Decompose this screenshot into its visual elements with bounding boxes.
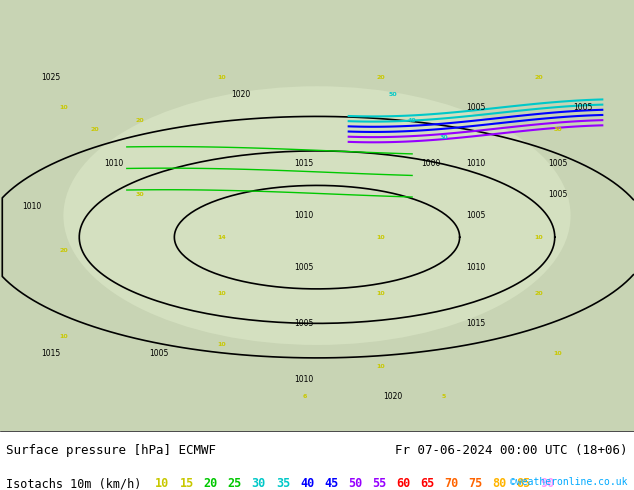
Text: 10: 10	[553, 351, 562, 356]
Text: 20: 20	[376, 75, 385, 80]
Text: 10: 10	[534, 235, 543, 240]
Text: 1005: 1005	[149, 349, 168, 358]
Text: ©weatheronline.co.uk: ©weatheronline.co.uk	[510, 477, 628, 487]
Text: 1015: 1015	[466, 319, 485, 328]
Text: 10: 10	[217, 75, 226, 80]
Text: Fr 07-06-2024 00:00 UTC (18+06): Fr 07-06-2024 00:00 UTC (18+06)	[395, 444, 628, 457]
Text: 20: 20	[534, 291, 543, 296]
Text: 1015: 1015	[41, 349, 60, 358]
Text: Surface pressure [hPa] ECMWF: Surface pressure [hPa] ECMWF	[6, 444, 216, 457]
Text: 1005: 1005	[574, 103, 593, 112]
Text: 60: 60	[396, 477, 410, 490]
Text: 1010: 1010	[295, 211, 314, 220]
Text: 20: 20	[204, 477, 217, 490]
Text: 30: 30	[553, 127, 562, 132]
Text: 1020: 1020	[231, 90, 250, 99]
Text: 30: 30	[252, 477, 266, 490]
Text: 1005: 1005	[466, 211, 485, 220]
Text: 10: 10	[217, 291, 226, 296]
Text: 20: 20	[91, 127, 100, 132]
Text: 10: 10	[217, 343, 226, 347]
Text: 1005: 1005	[548, 190, 567, 198]
Text: 10: 10	[59, 334, 68, 339]
Text: 1010: 1010	[466, 263, 485, 272]
Text: 40: 40	[408, 118, 417, 123]
Text: 5: 5	[442, 394, 446, 399]
Text: 15: 15	[179, 477, 193, 490]
Text: 14: 14	[217, 235, 226, 240]
Text: 1005: 1005	[466, 103, 485, 112]
Text: 70: 70	[444, 477, 458, 490]
Text: 20: 20	[59, 247, 68, 253]
Text: 50: 50	[348, 477, 362, 490]
Text: 1010: 1010	[22, 202, 41, 212]
Text: 90: 90	[541, 477, 555, 490]
Text: 75: 75	[469, 477, 482, 490]
Text: 10: 10	[376, 291, 385, 296]
Text: 10: 10	[59, 105, 68, 110]
Text: 65: 65	[420, 477, 434, 490]
Text: Isotachs 10m (km/h): Isotachs 10m (km/h)	[6, 477, 142, 490]
Text: 30: 30	[135, 192, 144, 196]
Text: 10: 10	[155, 477, 169, 490]
Text: 1005: 1005	[295, 319, 314, 328]
Text: 1015: 1015	[295, 159, 314, 169]
Text: 1025: 1025	[41, 73, 60, 82]
Text: 1005: 1005	[295, 263, 314, 272]
Text: 1020: 1020	[384, 392, 403, 401]
Text: 6: 6	[302, 394, 306, 399]
Text: 20: 20	[534, 75, 543, 80]
Text: 45: 45	[324, 477, 338, 490]
Text: 1010: 1010	[105, 159, 124, 169]
Text: 35: 35	[276, 477, 290, 490]
Text: 25: 25	[228, 477, 242, 490]
Text: 1010: 1010	[295, 375, 314, 384]
Text: 85: 85	[517, 477, 531, 490]
Text: 10: 10	[376, 364, 385, 369]
Text: 1000: 1000	[422, 159, 441, 169]
Text: 30: 30	[439, 135, 448, 141]
Ellipse shape	[63, 86, 571, 345]
Text: 80: 80	[493, 477, 507, 490]
Text: 50: 50	[389, 92, 398, 98]
Text: 10: 10	[376, 235, 385, 240]
Text: 55: 55	[372, 477, 386, 490]
Text: 1010: 1010	[466, 159, 485, 169]
Text: 1005: 1005	[548, 159, 567, 169]
Text: 40: 40	[300, 477, 314, 490]
Text: 20: 20	[135, 118, 144, 123]
